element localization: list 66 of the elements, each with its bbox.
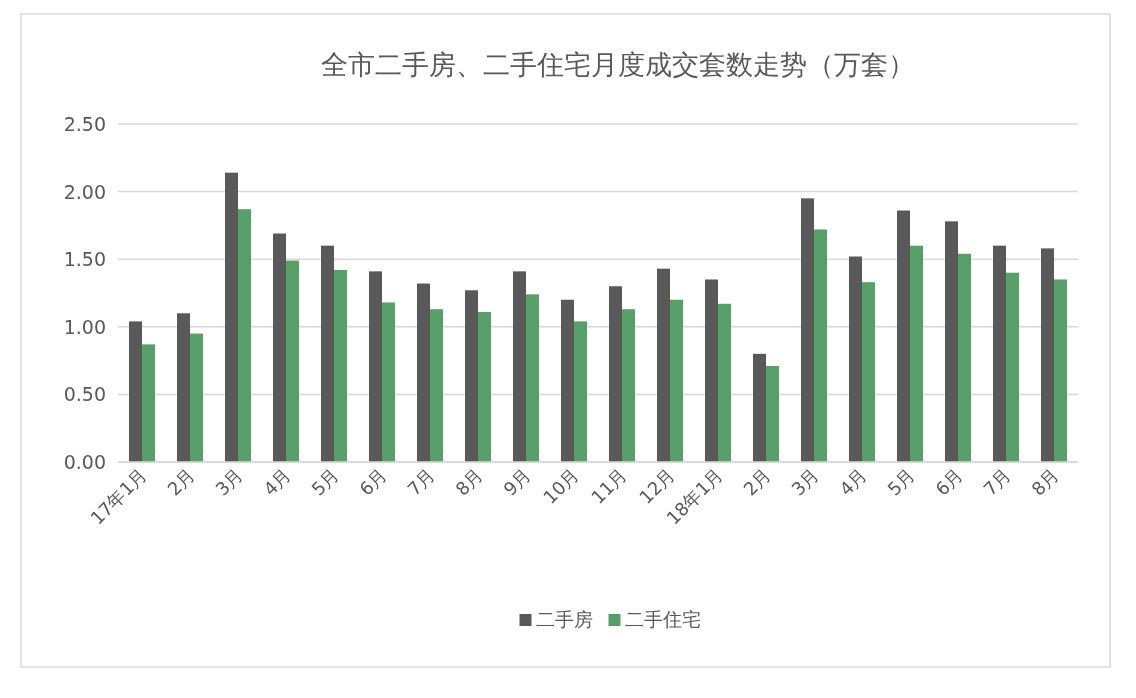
x-tick-label: 7月 [979,463,1015,500]
bar [801,198,814,462]
x-tick-label: 9月 [499,463,535,500]
bar [993,245,1006,462]
x-tick-label: 2月 [739,463,775,500]
bar [369,271,382,462]
x-tick-label: 8月 [451,463,487,500]
bar [897,210,910,462]
bar [321,245,334,462]
bar [1041,248,1054,462]
bar [273,233,286,462]
y-tick-label: 1.00 [63,315,106,338]
bar [910,245,923,462]
y-tick-label: 2.00 [63,180,106,203]
legend-label: 二手住宅 [624,608,701,630]
bar [382,302,395,462]
bar [526,294,539,462]
bar [718,303,731,462]
bar [177,313,190,462]
x-tick-label: 7月 [403,463,439,500]
x-tick-label: 6月 [931,463,967,500]
bar [225,172,238,462]
bar [334,270,347,462]
legend-label: 二手房 [535,608,593,630]
bar [1006,272,1019,462]
y-tick-label: 0.00 [63,451,106,473]
bar [1054,279,1067,462]
bar [574,321,587,462]
x-tick-label: 4月 [259,463,295,500]
x-tick-label: 2月 [163,463,199,500]
bar [945,221,958,462]
bar [753,353,766,462]
bar [766,366,779,462]
x-tick-label: 5月 [307,463,343,500]
bar [670,299,683,462]
bar [862,282,875,462]
x-tick-label: 3月 [787,463,823,500]
x-tick-label: 8月 [1027,463,1063,500]
bar [129,321,142,462]
x-tick-label: 3月 [211,463,247,500]
bar [465,290,478,462]
y-tick-label: 2.50 [63,113,106,135]
y-tick-label: 1.50 [63,248,106,271]
bar [417,283,430,462]
bar [238,209,251,462]
y-tick-label: 0.50 [63,383,106,406]
bar [142,344,155,462]
chart-title: 全市二手房、二手住宅月度成交套数走势（万套） [321,49,915,80]
x-tick-label: 11月 [587,463,631,508]
x-tick-label: 5月 [883,463,919,500]
bar [513,271,526,462]
bar [705,279,718,462]
bar [478,311,491,462]
bar [849,256,862,462]
x-tick-label: 10月 [539,463,583,508]
bar [609,286,622,462]
bar [561,299,574,462]
bar [814,229,827,462]
x-tick-label: 4月 [835,463,871,500]
bar [286,260,299,462]
bar [958,253,971,462]
bar [622,309,635,462]
x-tick-label: 6月 [355,463,391,500]
bar [190,333,203,462]
bar [430,309,443,462]
bar [657,268,670,462]
